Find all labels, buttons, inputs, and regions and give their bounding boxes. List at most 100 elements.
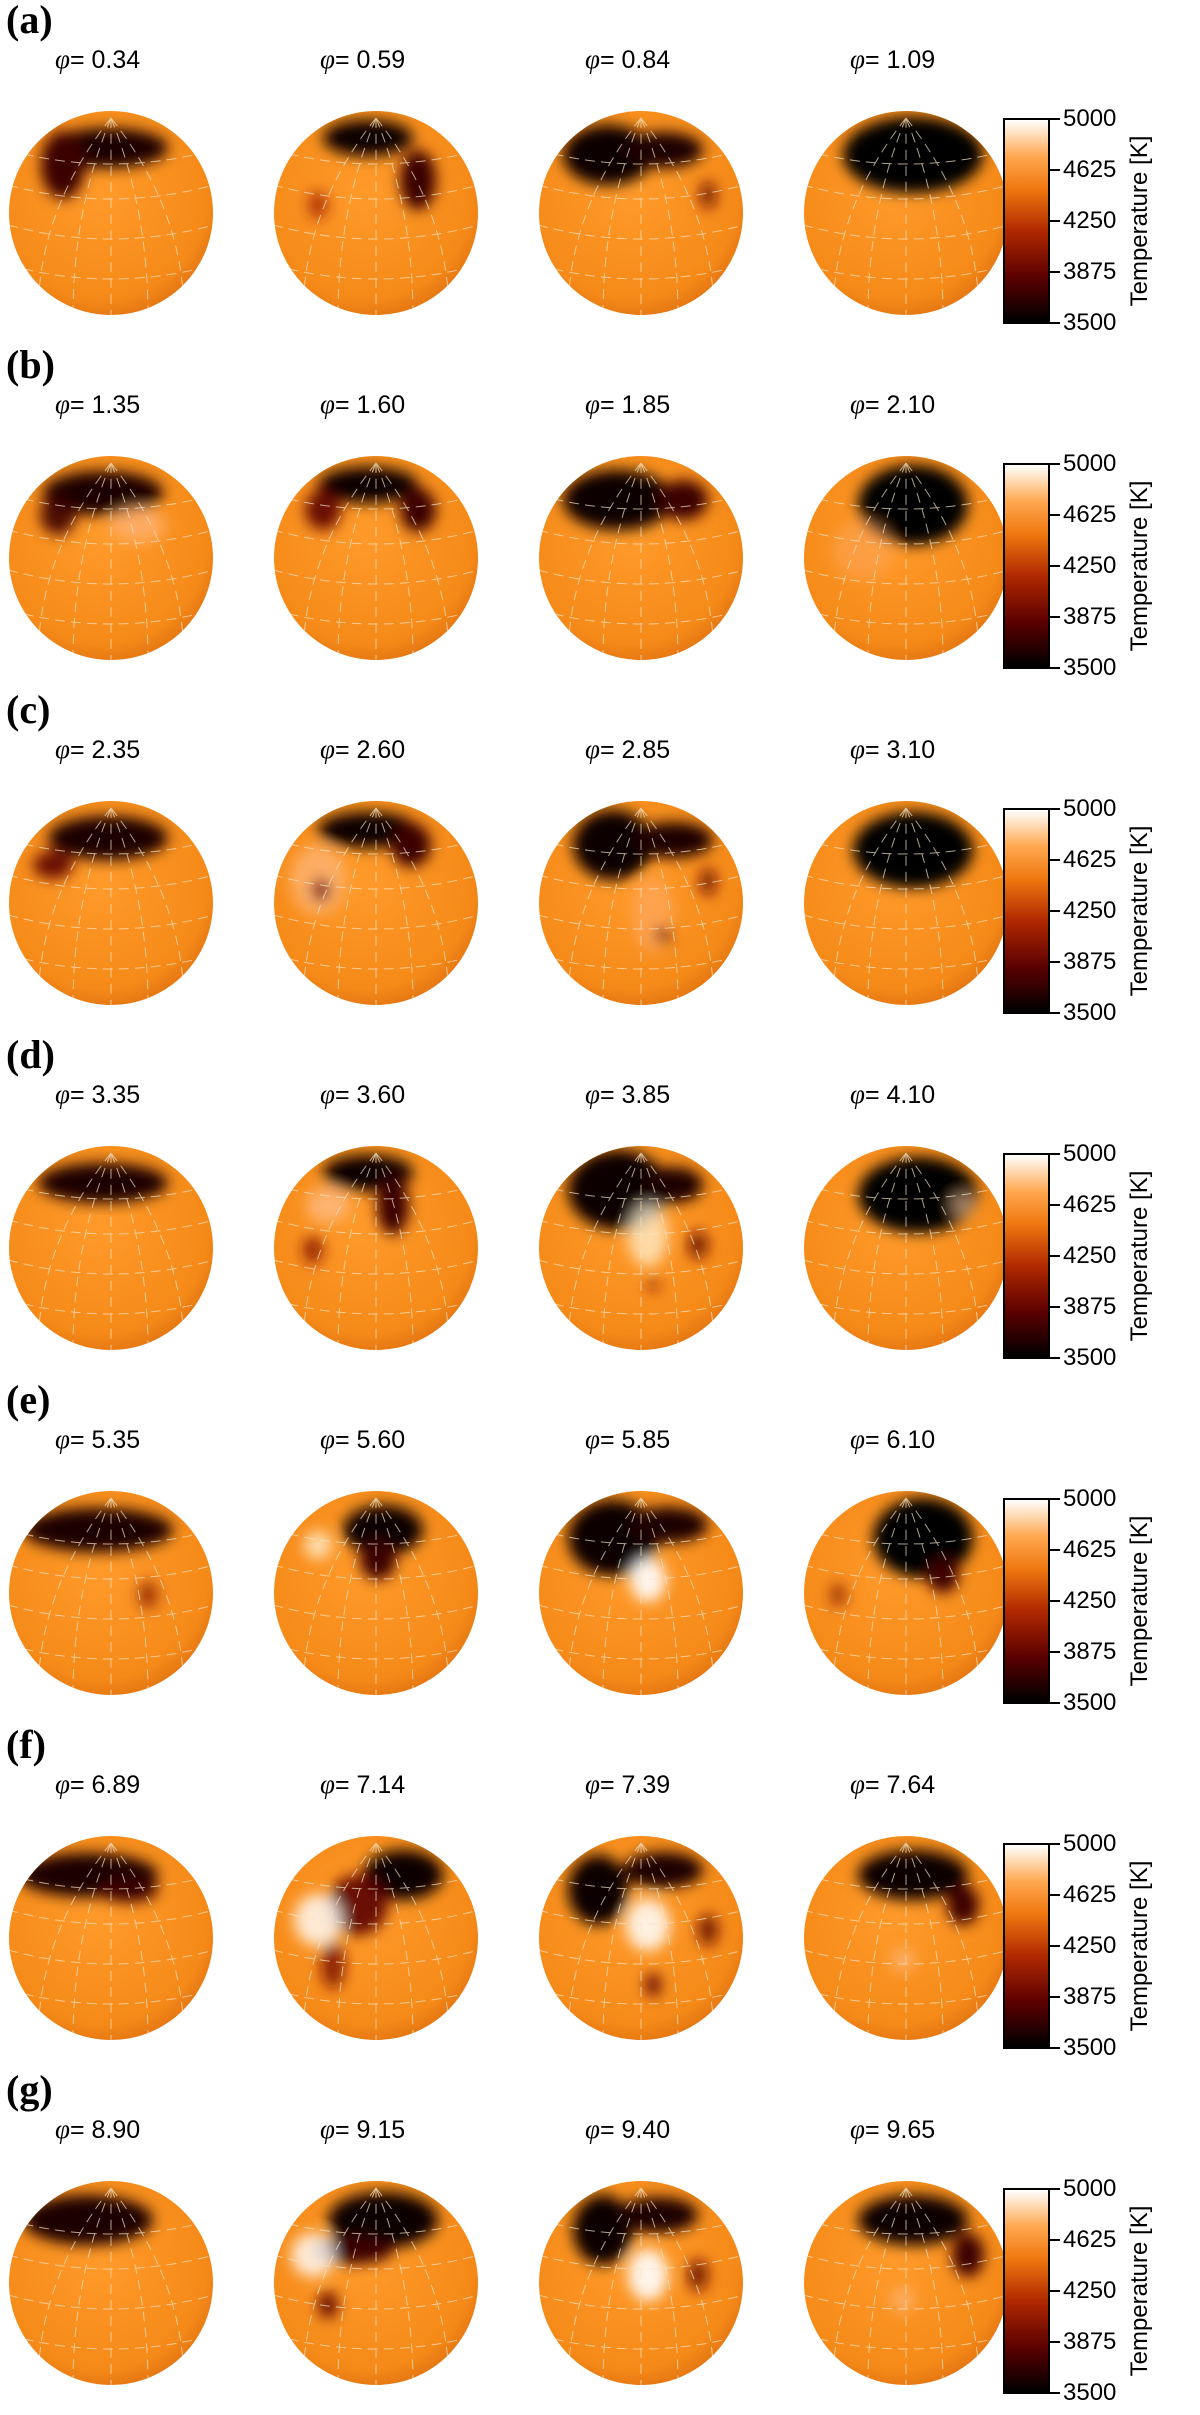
temperature-spot	[688, 2259, 708, 2291]
colorbar-tick-label: 3875	[1063, 1983, 1117, 2010]
temperature-spot	[891, 1948, 915, 1972]
coordinate-grid	[539, 117, 743, 315]
coordinate-grid	[804, 1152, 1008, 1350]
temperature-spot	[628, 1203, 668, 1267]
colorbar	[1003, 1843, 1050, 2049]
colorbar-tick-label: 3875	[1063, 1293, 1117, 1320]
temperature-spot	[294, 1894, 342, 1946]
colorbar-tick-label: 5000	[1063, 1140, 1117, 1167]
temperature-spot	[400, 488, 436, 532]
colorbar-tick-label: 3500	[1063, 654, 1117, 681]
coordinate-grid	[9, 1152, 213, 1350]
colorbar-tick	[1050, 1843, 1060, 1845]
star-surface-map	[539, 1836, 743, 2040]
temperature-spot	[38, 1163, 168, 1203]
phase-label: φ= 6.10	[850, 1424, 936, 1454]
temperature-spot	[833, 520, 893, 580]
coordinate-grid	[274, 1497, 478, 1695]
temperature-spot	[947, 1885, 979, 1925]
temperature-spot	[700, 868, 716, 896]
colorbar-tick-label: 4625	[1063, 2226, 1117, 2253]
star-surface-map	[539, 1146, 743, 1350]
temperature-spot	[328, 2192, 438, 2248]
colorbar-tick	[1050, 565, 1060, 567]
colorbar-tick-label: 3500	[1063, 1689, 1117, 1716]
panel-b: (b) φ= 1.35 φ= 1.60 φ= 1.85 φ= 2.10 5000 4625 4…	[0, 342, 1200, 690]
colorbar-tick-label: 4625	[1063, 501, 1117, 528]
phase-label: φ= 1.35	[55, 389, 141, 419]
star-surface-map	[274, 1146, 478, 1350]
star-surface-map	[539, 111, 743, 315]
phase-label: φ= 8.90	[55, 2114, 141, 2144]
colorbar-tick	[1050, 1945, 1060, 1947]
panel-label: (e)	[6, 1377, 51, 1422]
coordinate-grid	[9, 1497, 213, 1695]
colorbar-tick-label: 5000	[1063, 1830, 1117, 1857]
coordinate-grid	[9, 2187, 213, 2385]
temperature-spot	[830, 1583, 846, 1607]
colorbar-tick-label: 4625	[1063, 156, 1117, 183]
colorbar-tick	[1050, 463, 1060, 465]
phase-label: φ= 7.64	[850, 1769, 936, 1799]
colorbar-tick	[1050, 1549, 1060, 1551]
temperature-spot	[377, 1175, 409, 1235]
temperature-spot	[40, 495, 76, 535]
coordinate-grid	[539, 1497, 743, 1695]
colorbar-tick	[1050, 2047, 1060, 2049]
temperature-spot	[700, 181, 716, 209]
coordinate-grid	[539, 807, 743, 1005]
temperature-spot	[853, 812, 973, 888]
temperature-spot	[568, 1855, 628, 1925]
coordinate-grid	[274, 462, 478, 660]
temperature-spot	[308, 191, 328, 219]
panel-label: (f)	[6, 1722, 46, 1767]
phase-label: φ= 9.15	[320, 2114, 406, 2144]
temperature-spot	[843, 117, 983, 193]
coordinate-grid	[804, 2187, 1008, 2385]
colorbar	[1003, 463, 1050, 669]
temperature-spot	[927, 1557, 959, 1593]
temperature-spot	[291, 2233, 335, 2277]
temperature-spot	[630, 1558, 666, 1602]
panel-label: (g)	[6, 2067, 53, 2112]
colorbar-tick	[1050, 910, 1060, 912]
temperature-spot	[623, 132, 703, 168]
colorbar-tick	[1050, 1357, 1060, 1359]
phase-label: φ= 3.60	[320, 1079, 406, 1109]
coordinate-grid	[9, 462, 213, 660]
colorbar-tick	[1050, 1702, 1060, 1704]
colorbar-tick	[1050, 1153, 1060, 1155]
colorbar	[1003, 1153, 1050, 1359]
temperature-spot	[391, 823, 431, 867]
phase-label: φ= 2.60	[320, 734, 406, 764]
phase-label: φ= 2.35	[55, 734, 141, 764]
star-surface-map	[9, 2181, 213, 2385]
phase-label: φ= 1.60	[320, 389, 406, 419]
temperature-spot	[563, 470, 673, 530]
star-surface-map	[804, 1491, 1008, 1695]
temperature-spot	[41, 131, 85, 199]
colorbar-tick-label: 5000	[1063, 2175, 1117, 2202]
coordinate-grid	[274, 117, 478, 315]
colorbar-tick	[1050, 667, 1060, 669]
colorbar-title: Temperature [K]	[1126, 825, 1153, 997]
colorbar-tick-label: 4250	[1063, 552, 1117, 579]
star-surface-map	[804, 1146, 1008, 1350]
colorbar-tick-label: 3875	[1063, 948, 1117, 975]
colorbar-title: Temperature [K]	[1126, 1515, 1153, 1687]
star-surface-map	[539, 2181, 743, 2385]
colorbar-tick	[1050, 271, 1060, 273]
colorbar-tick	[1050, 859, 1060, 861]
colorbar-tick	[1050, 220, 1060, 222]
temperature-spot	[318, 2291, 338, 2319]
panel-g: (g) φ= 8.90 φ= 9.15 φ= 9.40 φ= 9.65 5000 4625 4…	[0, 2067, 1200, 2415]
coordinate-grid	[804, 117, 1008, 315]
star-surface-map	[804, 456, 1008, 660]
phase-label: φ= 2.10	[850, 389, 936, 419]
star-surface-map	[9, 1491, 213, 1695]
coordinate-grid	[274, 807, 478, 1005]
temperature-spot	[623, 1852, 703, 1888]
colorbar	[1003, 1498, 1050, 1704]
phase-label: φ= 3.85	[585, 1079, 671, 1109]
